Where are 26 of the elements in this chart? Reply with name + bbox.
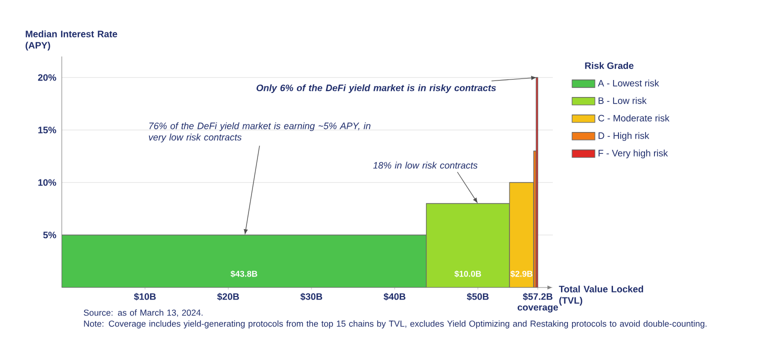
legend-label: A - Lowest risk (598, 80, 660, 86)
annotation: $43.8B (230, 270, 258, 278)
x-tick-label: $40B (384, 292, 406, 300)
y-tick-label: 15% (38, 126, 56, 134)
annotation: $2.9B (510, 270, 532, 278)
y-tick-label: 10% (38, 179, 56, 186)
x-tick-label: $50B (466, 292, 489, 300)
y-tick-label: 20% (38, 74, 56, 81)
legend-label: B - Low risk (598, 97, 647, 104)
annotation: 76% of the DeFi yield market is earning ~5% APY, in very low risk contracts (148, 122, 370, 142)
x-tick-label: $30B (300, 292, 322, 300)
text: Note: Coverage includes yield-generating protocols from the top 15 chains by TVL, excludes Yield Optimizing and Restaking protocols to avoid double-counting. (84, 320, 706, 328)
annotation: $10.0B (454, 270, 482, 278)
legend-label: F - Very high risk (598, 150, 668, 158)
x-tick-label: $57.2B coverage (518, 292, 558, 312)
legend-label: D - High risk (598, 132, 650, 141)
source-note: Source: as of March 13, 2024. (84, 309, 203, 317)
legend-title: Risk Grade (585, 62, 634, 69)
y-axis-title: Median Interest Rate (APY) (26, 30, 118, 50)
annotation: Only 6% of the DeFi yield market is in risky contracts (256, 84, 496, 94)
legend-label: C - Moderate risk (598, 114, 670, 122)
x-tick-label: $10B (134, 292, 156, 300)
annotation: 18% in low risk contracts (373, 162, 478, 169)
x-axis-title: Total Value Locked (TVL) (558, 286, 644, 306)
y-tick-label: 5% (43, 232, 56, 238)
x-tick-label: $20B (217, 292, 239, 300)
